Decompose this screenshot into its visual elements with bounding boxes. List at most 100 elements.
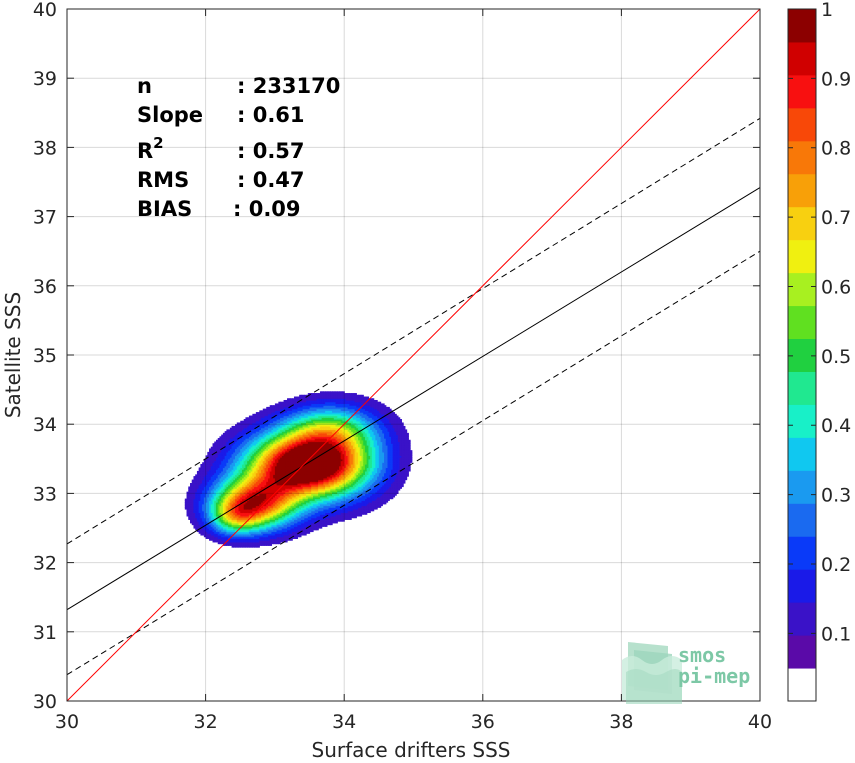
density-cell bbox=[295, 502, 299, 505]
density-cell bbox=[254, 457, 257, 460]
density-cell bbox=[264, 415, 267, 418]
density-cell bbox=[274, 522, 278, 526]
density-cell bbox=[236, 462, 240, 465]
density-cell bbox=[255, 502, 259, 505]
density-cell bbox=[219, 443, 222, 446]
density-cell bbox=[262, 453, 266, 456]
density-cell bbox=[309, 481, 312, 484]
density-cell bbox=[302, 439, 305, 443]
density-cell bbox=[306, 444, 309, 448]
density-cell bbox=[262, 495, 266, 498]
density-cell bbox=[257, 512, 260, 515]
density-cell bbox=[198, 507, 202, 510]
density-cell bbox=[285, 484, 288, 488]
density-cell bbox=[304, 463, 307, 467]
density-cell bbox=[259, 540, 262, 543]
density-cell bbox=[222, 502, 226, 505]
density-cell bbox=[205, 488, 208, 491]
density-cell bbox=[297, 396, 300, 399]
density-cell bbox=[224, 481, 227, 484]
density-cell bbox=[245, 517, 248, 520]
density-cell bbox=[215, 470, 219, 474]
density-cell bbox=[233, 510, 236, 514]
density-cell bbox=[222, 529, 226, 533]
density-cell bbox=[295, 434, 299, 437]
density-cell bbox=[236, 533, 240, 536]
density-cell bbox=[255, 503, 259, 507]
density-cell bbox=[299, 427, 302, 430]
density-cell bbox=[219, 495, 222, 498]
density-cell bbox=[271, 417, 274, 420]
density-cell bbox=[202, 488, 205, 491]
density-cell bbox=[267, 451, 271, 455]
density-cell bbox=[245, 463, 248, 467]
density-cell bbox=[306, 401, 309, 405]
density-cell bbox=[267, 510, 271, 514]
density-cell bbox=[293, 517, 297, 520]
density-cell bbox=[302, 470, 305, 474]
density-cell bbox=[221, 534, 224, 538]
density-cell bbox=[288, 465, 292, 469]
density-cell bbox=[283, 498, 286, 501]
density-cell bbox=[292, 457, 295, 460]
density-cell bbox=[274, 503, 278, 507]
density-cell bbox=[190, 489, 193, 493]
density-cell bbox=[285, 439, 288, 443]
density-cell bbox=[226, 526, 229, 529]
density-cell bbox=[271, 510, 274, 514]
density-cell bbox=[271, 455, 274, 458]
density-cell bbox=[274, 450, 278, 453]
density-cell bbox=[205, 479, 208, 482]
density-cell bbox=[200, 533, 203, 536]
density-cell bbox=[307, 508, 311, 512]
density-cell bbox=[273, 446, 276, 450]
density-cell bbox=[226, 436, 229, 439]
density-cell bbox=[221, 455, 224, 458]
density-cell bbox=[243, 505, 247, 508]
density-cell bbox=[267, 467, 271, 470]
density-cell bbox=[313, 451, 316, 455]
density-cell bbox=[273, 522, 276, 526]
density-cell bbox=[231, 457, 234, 460]
density-cell bbox=[248, 526, 252, 529]
density-cell bbox=[224, 503, 227, 507]
density-cell bbox=[207, 462, 210, 465]
density-cell bbox=[255, 489, 259, 493]
density-cell bbox=[271, 434, 274, 437]
density-cell bbox=[266, 434, 269, 437]
density-cell bbox=[195, 495, 198, 498]
density-cell bbox=[274, 443, 278, 446]
density-cell bbox=[207, 458, 210, 462]
density-cell bbox=[276, 458, 279, 462]
density-cell bbox=[209, 496, 212, 500]
density-cell bbox=[295, 505, 299, 508]
density-cell bbox=[245, 476, 248, 479]
density-cell bbox=[252, 481, 255, 484]
density-cell bbox=[224, 510, 227, 514]
density-cell bbox=[278, 517, 281, 520]
density-cell bbox=[276, 446, 279, 450]
density-cell bbox=[274, 524, 278, 527]
density-cell bbox=[228, 498, 231, 501]
density-cell bbox=[241, 427, 245, 430]
density-cell bbox=[226, 488, 229, 491]
density-cell bbox=[266, 503, 269, 507]
density-cell bbox=[235, 458, 238, 462]
density-cell bbox=[212, 533, 215, 536]
density-cell bbox=[281, 524, 285, 527]
density-cell bbox=[273, 462, 276, 465]
density-cell bbox=[207, 500, 210, 503]
density-cell bbox=[212, 443, 215, 446]
density-cell bbox=[255, 438, 259, 441]
density-cell bbox=[243, 476, 247, 479]
density-cell bbox=[309, 410, 312, 413]
density-cell bbox=[198, 484, 202, 488]
density-cell bbox=[200, 496, 203, 500]
density-cell bbox=[261, 432, 264, 436]
density-cell bbox=[276, 528, 279, 531]
density-cell bbox=[210, 508, 214, 512]
density-cell bbox=[252, 534, 255, 538]
density-cell bbox=[210, 467, 214, 470]
density-cell bbox=[300, 488, 304, 491]
density-cell bbox=[292, 477, 295, 481]
